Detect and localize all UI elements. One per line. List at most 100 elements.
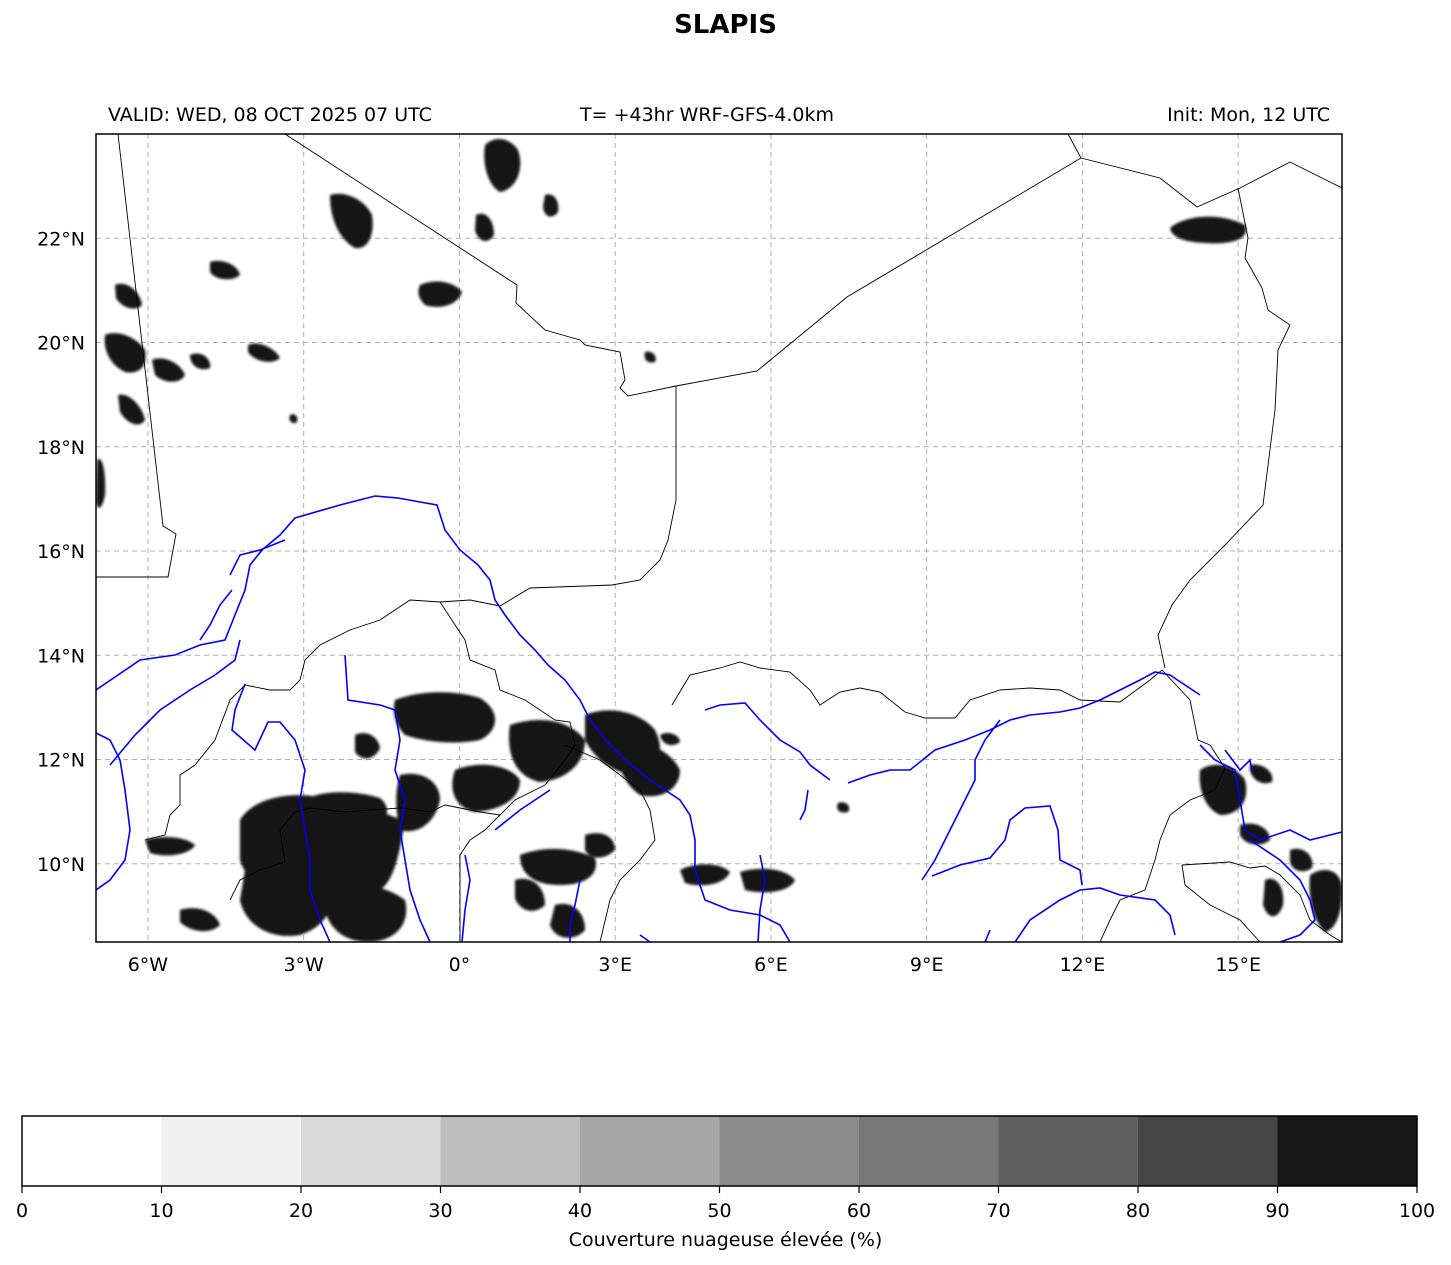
colorbar-tick-label: 0 [16, 1200, 28, 1222]
lat-tick-label: 10°N [37, 854, 85, 876]
border-line [564, 744, 656, 942]
border-line [499, 386, 677, 607]
cloud-patch [248, 343, 280, 362]
cloud-patch [644, 351, 656, 363]
cloud-patch [104, 333, 146, 373]
model-run-label: T= +43hr WRF-GFS-4.0km [580, 104, 834, 126]
cloud-patch [452, 764, 520, 812]
river-line [96, 495, 791, 942]
border-line [284, 134, 1082, 397]
cloud-patch [1290, 848, 1313, 872]
colorbar-tick-label: 40 [568, 1200, 592, 1222]
lon-tick-label: 15°E [1215, 954, 1261, 976]
lon-tick-label: 6°E [754, 954, 788, 976]
border-line [1080, 157, 1342, 208]
river-line [1014, 887, 1176, 942]
cloud-patch [509, 720, 585, 782]
cloud-patch [520, 848, 596, 885]
river-line [931, 805, 1083, 886]
cloud-patch [305, 792, 388, 830]
border-line [96, 134, 177, 578]
colorbar-swatch [580, 1116, 720, 1186]
colorbar-swatch [719, 1116, 860, 1186]
border-line [444, 804, 501, 816]
cloud-cover-layer [96, 138, 1342, 942]
cloud-patch [585, 833, 615, 858]
colorbar-tick-label: 20 [289, 1200, 313, 1222]
cloud-patch [355, 733, 380, 759]
river-line [1224, 749, 1253, 773]
cloud-patch [1170, 216, 1246, 244]
colorbar-tick-label: 10 [149, 1200, 173, 1222]
colorbar-ticks: 0 10 20 30 40 50 60 70 80 90 100 [16, 1186, 1435, 1222]
river-line [461, 854, 471, 942]
border-line [1181, 864, 1261, 942]
river-line [639, 934, 651, 942]
colorbar-swatch [998, 1116, 1139, 1186]
colorbar-tick-label: 50 [707, 1200, 731, 1222]
cloud-patch [96, 459, 106, 508]
map-frame [95, 133, 1343, 943]
lon-tick-label: 3°E [598, 954, 632, 976]
colorbar-swatch [161, 1116, 302, 1186]
colorbar-swatch [22, 1116, 162, 1186]
lon-tick-label: 6°W [128, 954, 169, 976]
colorbar-swatch [440, 1116, 581, 1186]
init-time-label: Init: Mon, 12 UTC [1167, 104, 1330, 126]
colorbar-swatch [859, 1116, 999, 1186]
cloud-patch [210, 260, 240, 280]
cloud-patch [180, 908, 220, 932]
cloud-patch [118, 394, 145, 425]
map-title: SLAPIS [674, 10, 777, 40]
river-line [757, 854, 766, 942]
lon-tick-label: 3°W [283, 954, 324, 976]
cloud-patch [680, 864, 730, 886]
lat-tick-label: 14°N [37, 645, 85, 667]
cloud-patch [484, 138, 521, 192]
border-line [229, 804, 446, 901]
river-line [344, 654, 431, 942]
river-line [921, 719, 1001, 881]
cloud-patch [475, 213, 494, 242]
lat-tick-label: 18°N [37, 437, 85, 459]
border-line [671, 661, 1191, 719]
colorbar-tick-label: 70 [986, 1200, 1010, 1222]
river-line [494, 789, 551, 831]
cloud-patch [618, 742, 680, 797]
river-line [1249, 839, 1316, 942]
colorbar-swatch [1138, 1116, 1278, 1186]
colorbar-tick-label: 90 [1265, 1200, 1289, 1222]
river-line [704, 702, 831, 781]
lon-tick-label: 0° [449, 954, 471, 976]
river-line [1199, 744, 1342, 841]
border-line [1157, 187, 1291, 669]
cloud-patch [418, 281, 462, 307]
colorbar-swatch [301, 1116, 441, 1186]
lat-tick-label: 20°N [37, 333, 85, 355]
cloud-patch [660, 732, 680, 746]
river-line [229, 539, 286, 576]
river-line [109, 639, 241, 766]
cloud-patch [115, 283, 142, 309]
cloud-patch [145, 837, 195, 856]
cloud-patch [152, 358, 185, 382]
border-line [144, 679, 301, 841]
colorbar-swatches [22, 1116, 1418, 1186]
lon-tick-label: 9°E [910, 954, 944, 976]
river-line [847, 671, 1201, 784]
river-line [569, 879, 581, 942]
cloud-patch [515, 878, 545, 911]
river-line [231, 683, 331, 942]
border-line [1099, 699, 1226, 942]
colorbar-tick-label: 30 [428, 1200, 452, 1222]
colorbar-tick-label: 80 [1126, 1200, 1150, 1222]
cloud-patch [1199, 764, 1247, 815]
cloud-patch [1309, 870, 1342, 932]
cloud-patch [393, 692, 495, 743]
valid-time-label: VALID: WED, 08 OCT 2025 07 UTC [108, 104, 432, 126]
river-line [199, 589, 233, 641]
country-borders [96, 134, 1342, 942]
colorbar-tick-label: 100 [1399, 1200, 1435, 1222]
river-line [984, 929, 991, 942]
